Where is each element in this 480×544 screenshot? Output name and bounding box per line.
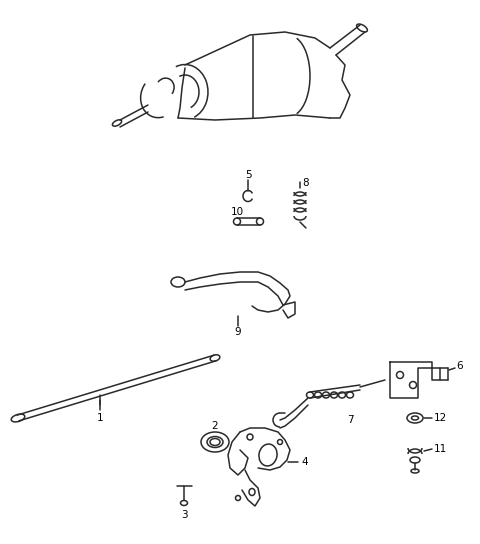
Text: 1: 1 bbox=[96, 413, 103, 423]
Text: 11: 11 bbox=[433, 444, 446, 454]
Text: 3: 3 bbox=[180, 510, 187, 520]
Text: 4: 4 bbox=[302, 457, 308, 467]
Text: 12: 12 bbox=[433, 413, 446, 423]
Text: 10: 10 bbox=[230, 207, 243, 217]
Text: 6: 6 bbox=[456, 361, 463, 371]
Text: 9: 9 bbox=[235, 327, 241, 337]
Text: 8: 8 bbox=[303, 178, 309, 188]
Text: 5: 5 bbox=[245, 170, 252, 180]
Text: 7: 7 bbox=[347, 415, 353, 425]
Text: 2: 2 bbox=[212, 421, 218, 431]
